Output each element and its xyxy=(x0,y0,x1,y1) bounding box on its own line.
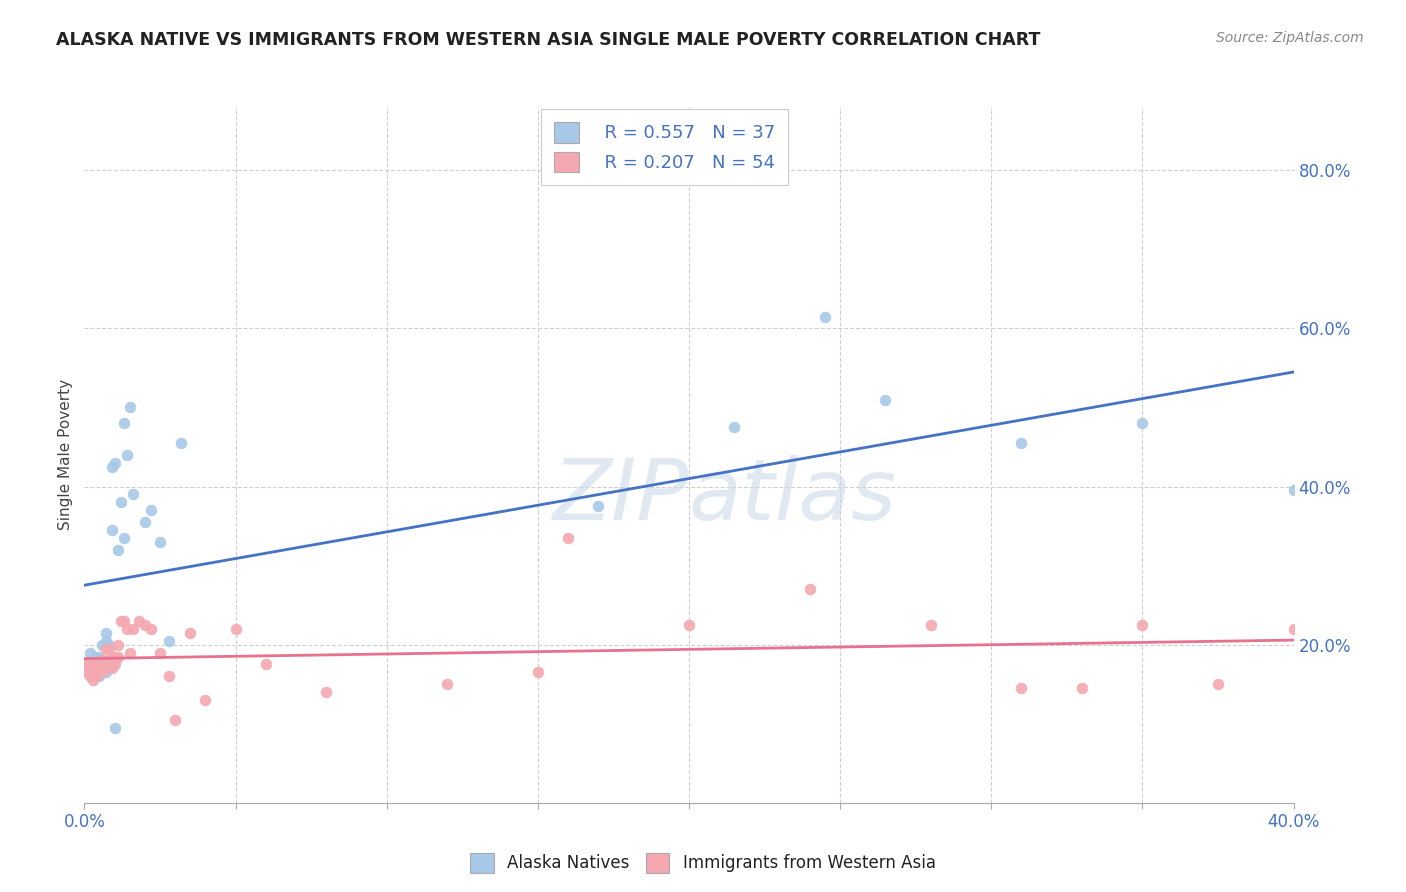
Point xyxy=(97,661,120,675)
Point xyxy=(139,622,162,636)
Point xyxy=(875,392,897,407)
Point xyxy=(91,657,114,672)
Point xyxy=(82,657,104,672)
Point xyxy=(86,665,108,680)
Point xyxy=(920,618,942,632)
Point xyxy=(89,657,111,672)
Point xyxy=(118,646,141,660)
Point xyxy=(94,625,117,640)
Point xyxy=(1282,483,1305,498)
Legend: Alaska Natives, Immigrants from Western Asia: Alaska Natives, Immigrants from Western … xyxy=(464,847,942,880)
Point xyxy=(1011,436,1033,450)
Point xyxy=(104,456,127,470)
Point xyxy=(1206,677,1229,691)
Point xyxy=(79,646,101,660)
Point xyxy=(139,503,162,517)
Point xyxy=(91,638,114,652)
Point xyxy=(94,641,117,656)
Point xyxy=(194,693,217,707)
Point xyxy=(799,582,821,597)
Point xyxy=(91,653,114,667)
Point xyxy=(170,436,193,450)
Point xyxy=(97,638,120,652)
Point xyxy=(79,661,101,675)
Text: ZIP: ZIP xyxy=(553,455,689,538)
Point xyxy=(82,673,104,688)
Point xyxy=(100,523,122,537)
Point xyxy=(94,633,117,648)
Point xyxy=(79,669,101,683)
Point xyxy=(115,622,138,636)
Point xyxy=(1071,681,1094,695)
Point xyxy=(121,487,143,501)
Point xyxy=(91,665,114,680)
Point xyxy=(104,649,127,664)
Point xyxy=(100,649,122,664)
Point xyxy=(165,713,187,727)
Point xyxy=(104,657,127,672)
Point xyxy=(1282,622,1305,636)
Point xyxy=(107,542,129,557)
Point xyxy=(149,534,172,549)
Y-axis label: Single Male Poverty: Single Male Poverty xyxy=(58,379,73,531)
Point xyxy=(86,649,108,664)
Text: ALASKA NATIVE VS IMMIGRANTS FROM WESTERN ASIA SINGLE MALE POVERTY CORRELATION CH: ALASKA NATIVE VS IMMIGRANTS FROM WESTERN… xyxy=(56,31,1040,49)
Point xyxy=(527,665,550,680)
Point xyxy=(100,661,122,675)
Point xyxy=(82,657,104,672)
Point xyxy=(110,614,132,628)
Point xyxy=(97,641,120,656)
Point xyxy=(134,515,156,529)
Point xyxy=(1130,618,1153,632)
Point xyxy=(115,448,138,462)
Point xyxy=(76,657,98,672)
Point xyxy=(1130,417,1153,431)
Point xyxy=(1011,681,1033,695)
Point xyxy=(107,638,129,652)
Point xyxy=(76,665,98,680)
Text: atlas: atlas xyxy=(689,455,897,538)
Point xyxy=(814,310,837,324)
Point xyxy=(179,625,201,640)
Text: Source: ZipAtlas.com: Source: ZipAtlas.com xyxy=(1216,31,1364,45)
Point xyxy=(76,657,98,672)
Point xyxy=(149,646,172,660)
Point xyxy=(723,420,745,434)
Legend:   R = 0.557   N = 37,   R = 0.207   N = 54: R = 0.557 N = 37, R = 0.207 N = 54 xyxy=(541,109,789,186)
Point xyxy=(157,669,180,683)
Point xyxy=(97,653,120,667)
Point xyxy=(121,622,143,636)
Point xyxy=(128,614,150,628)
Point xyxy=(112,417,135,431)
Point xyxy=(118,401,141,415)
Point xyxy=(254,657,277,672)
Point xyxy=(436,677,458,691)
Point xyxy=(100,459,122,474)
Point xyxy=(94,665,117,680)
Point xyxy=(588,500,610,514)
Point xyxy=(112,614,135,628)
Point xyxy=(94,661,117,675)
Point xyxy=(91,661,114,675)
Point xyxy=(315,685,337,699)
Point xyxy=(134,618,156,632)
Point xyxy=(557,531,579,545)
Point xyxy=(82,665,104,680)
Point xyxy=(225,622,247,636)
Point xyxy=(110,495,132,509)
Point xyxy=(157,633,180,648)
Point xyxy=(89,669,111,683)
Point xyxy=(89,649,111,664)
Point xyxy=(89,665,111,680)
Point xyxy=(86,657,108,672)
Point xyxy=(89,665,111,680)
Point xyxy=(112,531,135,545)
Point xyxy=(79,657,101,672)
Point xyxy=(86,669,108,683)
Point xyxy=(678,618,700,632)
Point xyxy=(107,649,129,664)
Point xyxy=(86,665,108,680)
Point xyxy=(104,721,127,735)
